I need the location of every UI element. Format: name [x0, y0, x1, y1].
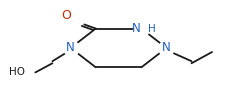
Text: N: N — [131, 22, 140, 35]
Text: HO: HO — [9, 67, 25, 77]
Text: H: H — [147, 24, 155, 34]
Text: N: N — [66, 41, 75, 54]
Text: N: N — [161, 41, 170, 54]
Text: O: O — [61, 9, 71, 22]
